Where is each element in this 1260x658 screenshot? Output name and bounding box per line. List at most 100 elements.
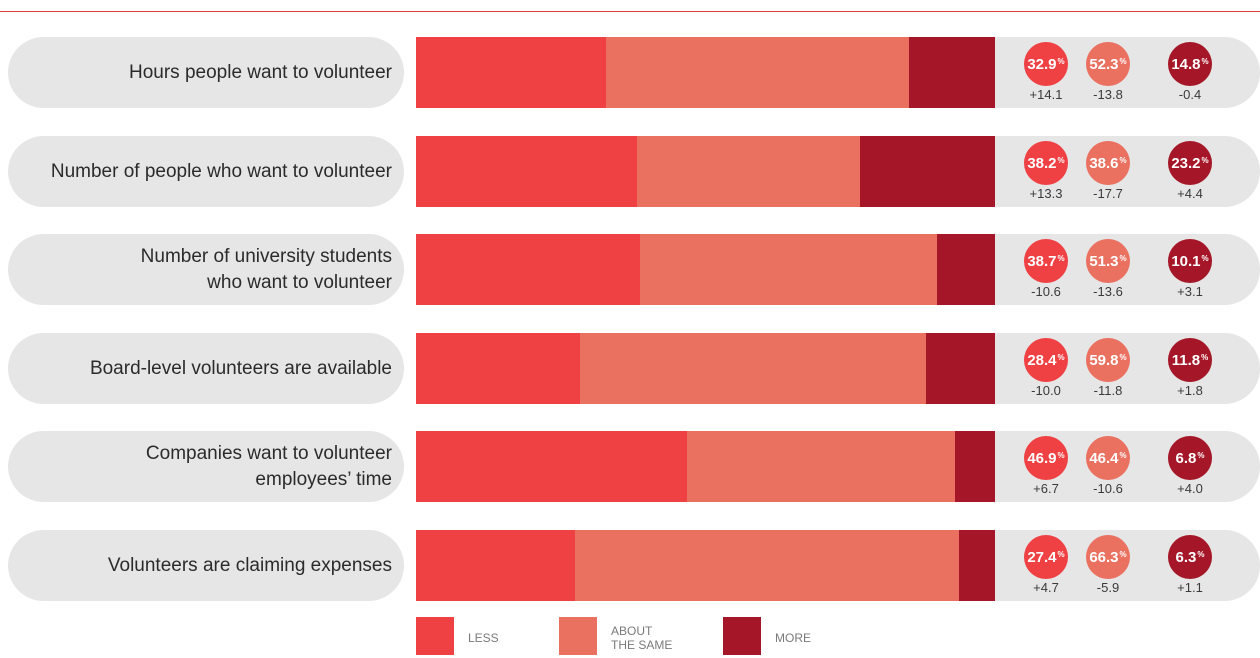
change-label: +4.4 [1177,186,1203,201]
change-label: -11.8 [1093,383,1123,398]
value-badge-number: 46.9 [1027,449,1057,467]
category-label: Volunteers are claiming expenses [108,553,392,579]
value-badge-number: 27.4 [1027,548,1057,566]
bar-segment-less [416,431,687,502]
legend-label: ABOUT THE SAME [611,624,672,652]
change-label: +1.1 [1177,580,1203,595]
change-label: -10.0 [1031,383,1061,398]
value-badge-number: 38.2 [1027,154,1057,172]
value-badge: 38.6% [1086,141,1130,185]
value-badge-unit: % [1119,549,1127,559]
value-badge: 11.8% [1168,338,1212,382]
bar-segment-more [959,530,995,601]
value-badge: 59.8% [1086,338,1130,382]
legend-label: LESS [468,631,499,645]
bar-segment-more [860,136,995,207]
bar-segment-less [416,530,575,601]
category-label-pill: Volunteers are claiming expenses [8,530,404,601]
category-label-line: Volunteers are claiming expenses [107,554,392,576]
change-label: -5.9 [1096,580,1120,595]
category-label-line: Number of university students [140,245,392,267]
category-label: Number of people who want to volunteer [51,159,392,185]
value-badge-unit: % [1119,56,1127,66]
legend-label-line: LESS [468,631,499,645]
value-badge-number: 38.7 [1027,252,1057,270]
value-badge: 52.3% [1086,42,1130,86]
change-label: +4.7 [1033,580,1059,595]
bar-segment-about-the-same [580,333,926,404]
category-label-pill: Number of university students who want to… [8,234,404,305]
legend-label-line: ABOUT [611,624,653,638]
value-badge: 38.7% [1024,239,1068,283]
category-label-pill: Hours people want to volunteer [8,37,404,108]
value-badge-number: 28.4 [1027,351,1057,369]
legend-label: MORE [775,631,811,645]
legend-label-line: MORE [775,631,811,645]
value-badge: 46.4% [1086,436,1130,480]
value-badge-unit: % [1119,253,1127,263]
value-badge-unit: % [1201,155,1209,165]
category-label-line: Hours people want to volunteer [129,61,392,83]
bar-segment-less [416,234,640,305]
bar-segment-about-the-same [637,136,860,207]
change-label: +1.8 [1177,383,1203,398]
value-badge-number: 11.8 [1171,351,1201,369]
bar-segment-about-the-same [575,530,959,601]
change-label: -13.8 [1093,87,1123,102]
value-badge-number: 23.2 [1171,154,1201,172]
value-badge: 27.4% [1024,535,1068,579]
value-badge-unit: % [1197,549,1205,559]
value-badge: 66.3% [1086,535,1130,579]
top-divider [0,11,1260,12]
value-badge: 46.9% [1024,436,1068,480]
value-badge-number: 6.3 [1175,548,1197,566]
value-badge: 6.3% [1168,535,1212,579]
value-badge-unit: % [1057,155,1065,165]
change-label: -13.6 [1093,284,1123,299]
category-label-line: employees’ time [255,468,392,490]
bar-segment-more [955,431,995,502]
value-badge-unit: % [1057,549,1065,559]
category-label-line: Number of people who want to volunteer [50,160,392,182]
value-badge-unit: % [1057,352,1065,362]
value-badge-number: 14.8 [1171,55,1201,73]
change-label: +13.3 [1029,186,1063,201]
value-badge-number: 52.3 [1089,55,1119,73]
bar-segment-more [926,333,995,404]
value-badge: 51.3% [1086,239,1130,283]
value-badge: 23.2% [1168,141,1212,185]
value-badge-unit: % [1201,56,1209,66]
category-label-pill: Companies want to volunteer employees’ ti… [8,431,404,502]
change-label: -0.4 [1178,87,1202,102]
bar-segment-more [937,234,995,305]
value-badge-number: 38.6 [1089,154,1119,172]
change-label: +6.7 [1033,481,1059,496]
value-badge-unit: % [1197,450,1205,460]
value-badge: 28.4% [1024,338,1068,382]
bar-segment-less [416,333,580,404]
value-badge: 38.2% [1024,141,1068,185]
category-label: Number of university students who want to… [141,244,392,296]
legend-swatch [723,617,761,655]
bar-segment-less [416,136,637,207]
change-label: +3.1 [1177,284,1203,299]
change-label: -10.6 [1093,481,1123,496]
category-label: Companies want to volunteer employees’ ti… [146,441,392,493]
category-label-line: Companies want to volunteer [145,442,392,464]
value-badge-number: 32.9 [1027,55,1057,73]
value-badge: 6.8% [1168,436,1212,480]
value-badge: 32.9% [1024,42,1068,86]
legend-label-line: THE SAME [611,638,673,652]
bar-segment-about-the-same [687,431,955,502]
value-badge-unit: % [1119,450,1127,460]
category-label-line: who want to volunteer [207,271,392,293]
value-badge: 10.1% [1168,239,1212,283]
value-badge-unit: % [1119,155,1127,165]
change-label: +14.1 [1029,87,1063,102]
bar-segment-about-the-same [640,234,937,305]
value-badge-number: 66.3 [1089,548,1119,566]
value-badge-unit: % [1201,352,1209,362]
change-label: -17.7 [1093,186,1123,201]
value-badge-number: 10.1 [1171,252,1201,270]
value-badge-unit: % [1057,253,1065,263]
